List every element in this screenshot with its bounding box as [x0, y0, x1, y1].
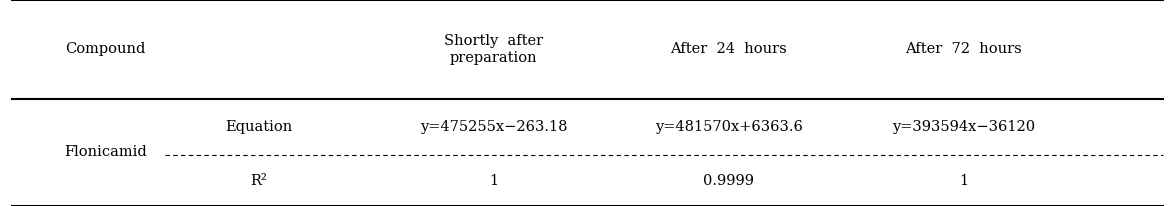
Text: Flonicamid: Flonicamid — [65, 145, 147, 159]
Text: y=393594x−36120: y=393594x−36120 — [892, 120, 1035, 134]
Text: 1: 1 — [959, 174, 968, 188]
Text: Compound: Compound — [66, 42, 146, 56]
Text: y=481570x+6363.6: y=481570x+6363.6 — [654, 120, 803, 134]
Text: y=475255x−263.18: y=475255x−263.18 — [419, 120, 568, 134]
Text: R²: R² — [250, 174, 267, 188]
Text: 1: 1 — [489, 174, 498, 188]
Text: 0.9999: 0.9999 — [703, 174, 754, 188]
Text: After  72  hours: After 72 hours — [905, 42, 1022, 56]
Text: After  24  hours: After 24 hours — [670, 42, 787, 56]
Text: Equation: Equation — [224, 120, 293, 134]
Text: Shortly  after
preparation: Shortly after preparation — [444, 34, 543, 64]
